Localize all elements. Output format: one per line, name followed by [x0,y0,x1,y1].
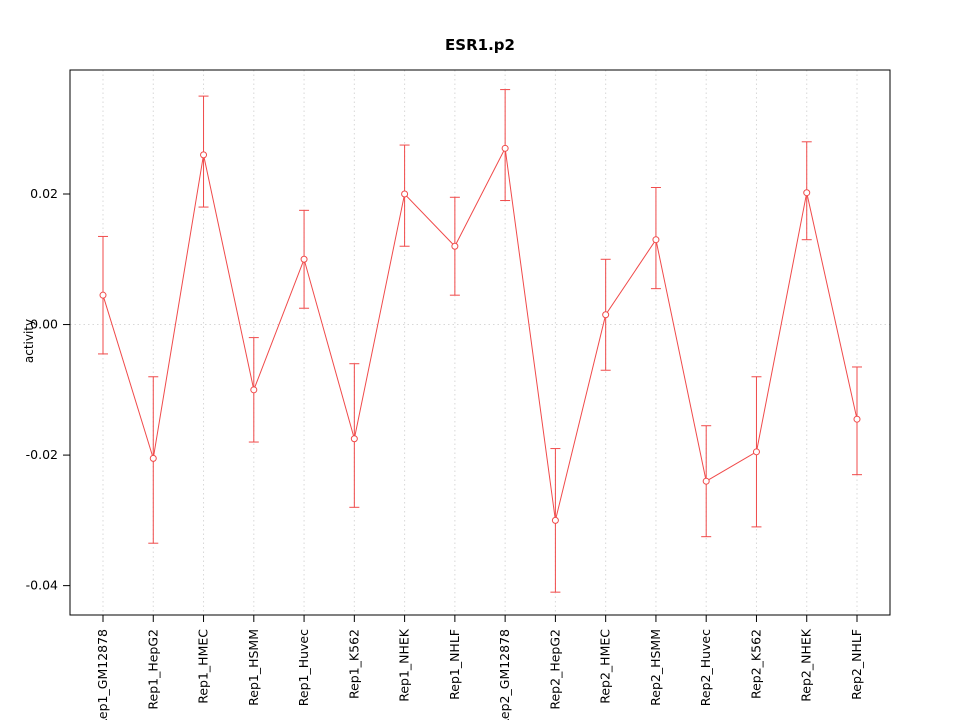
data-point [401,190,409,198]
x-tick-label: Rep1_K562 [346,629,361,699]
x-tick-label: Rep2_Huvec [698,629,713,706]
data-point [501,144,509,152]
data-point [99,291,107,299]
x-tick-label: Rep1_GM12878 [95,629,110,720]
data-point [551,516,559,524]
x-tick-label: Rep2_NHLF [849,629,864,700]
x-tick-label: Rep1_HMEC [196,629,211,704]
x-tick-label: Rep2_K562 [748,629,763,699]
y-tick-label: 0.02 [30,186,58,201]
x-tick-label: Rep1_Huvec [296,629,311,706]
data-point [451,242,459,250]
data-point [602,311,610,319]
data-point [853,415,861,423]
series-line [102,146,858,521]
y-tick-label: 0.00 [30,317,58,332]
data-point [149,454,157,462]
data-point [300,255,308,263]
chart-title: ESR1.p2 [445,36,515,54]
plot-border [69,69,891,616]
data-point [803,189,811,197]
data-point [702,477,710,485]
x-tick-label: Rep2_NHEK [799,628,814,702]
x-tick-label: Rep1_NHLF [447,629,462,700]
y-tick-label: -0.02 [26,447,58,462]
x-tick-label: Rep2_HepG2 [547,629,562,710]
x-tick-label: Rep1_HepG2 [145,629,160,710]
y-axis-label: activity [22,318,36,364]
x-tick-label: Rep1_HSMM [246,629,261,706]
data-point [200,151,208,159]
data-point [652,236,660,244]
x-tick-label: Rep2_HMEC [598,629,613,704]
data-point [350,435,358,443]
x-tick-label: Rep2_GM12878 [497,629,512,720]
y-tick-label: -0.04 [26,578,58,593]
x-tick-label: Rep1_NHEK [397,628,412,702]
data-point [752,448,760,456]
x-tick-label: Rep2_HSMM [648,629,663,706]
data-point [250,386,258,394]
